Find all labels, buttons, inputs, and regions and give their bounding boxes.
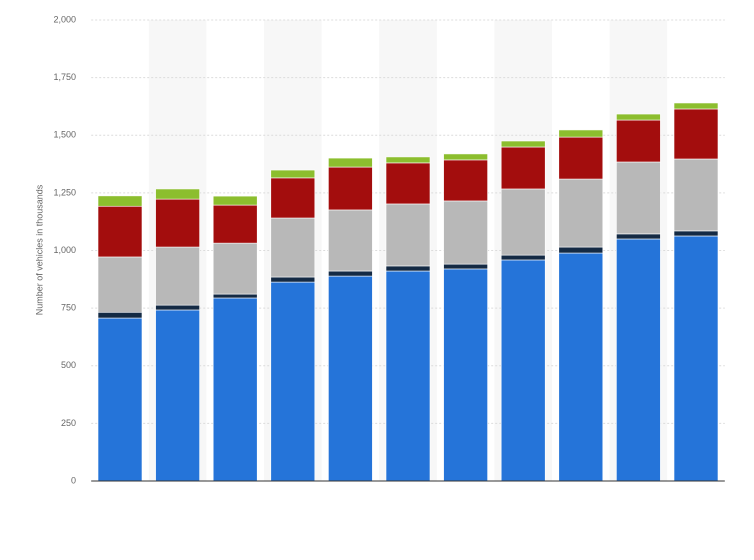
- bar-segment: [270, 177, 316, 219]
- bar-segment: [673, 158, 719, 232]
- bar-segment: [558, 178, 604, 248]
- bar-segment: [328, 157, 373, 168]
- bar-segment: [443, 153, 488, 161]
- y-axis-label: Number of vehicles in thousands: [34, 184, 44, 315]
- bar-segment: [443, 200, 488, 265]
- y-tick-label: 500: [61, 360, 76, 370]
- y-tick-label: 1,000: [53, 245, 76, 255]
- bar-segment: [616, 161, 661, 235]
- bar-segment: [97, 195, 143, 207]
- bar-segment: [328, 166, 373, 211]
- bar-segment: [558, 246, 604, 254]
- bar-segment: [97, 317, 143, 482]
- y-tick-label: 2,000: [53, 14, 76, 24]
- bar-segment: [385, 156, 431, 164]
- bar-segment: [328, 275, 373, 482]
- bar-segment: [155, 309, 200, 482]
- bar-segment: [270, 169, 316, 179]
- bar-segment: [673, 230, 719, 237]
- bar-segment: [558, 129, 604, 138]
- bar-segment: [500, 188, 546, 256]
- bar-segment: [673, 102, 719, 110]
- bar-segment: [443, 159, 488, 202]
- bar-segment: [155, 198, 200, 248]
- bar-segment: [270, 217, 316, 278]
- bar-segment: [97, 205, 143, 258]
- y-tick-label: 1,250: [53, 187, 76, 197]
- bar-segment: [270, 281, 316, 482]
- bar-segment: [443, 268, 488, 482]
- y-tick-label: 750: [61, 303, 76, 313]
- bar-segment: [385, 203, 431, 267]
- bar-segment: [155, 304, 200, 311]
- bar-segment: [616, 238, 661, 482]
- bar-segment: [328, 270, 373, 277]
- y-tick-label: 1,750: [53, 72, 76, 82]
- bar-segment: [500, 140, 546, 148]
- bar-segment: [97, 311, 143, 319]
- bar-segment: [212, 195, 258, 206]
- bar-segment: [385, 265, 431, 272]
- bar-segment: [385, 270, 431, 482]
- bar-segment: [270, 276, 316, 283]
- bar-segment: [500, 254, 546, 261]
- y-tick-label: 0: [71, 475, 76, 485]
- bar-segment: [212, 297, 258, 482]
- bar-segment: [155, 246, 200, 306]
- bar-segment: [212, 293, 258, 299]
- bar-segment: [673, 108, 719, 160]
- y-tick-label: 250: [61, 418, 76, 428]
- bar-segment: [500, 146, 546, 190]
- bar-segment: [558, 136, 604, 180]
- bar-segment: [500, 259, 546, 482]
- bar-segment: [616, 113, 661, 121]
- bar-segment: [328, 209, 373, 272]
- bar-segment: [212, 242, 258, 295]
- bar-segment: [155, 188, 200, 200]
- bar-segment: [673, 235, 719, 482]
- bar-segment: [385, 162, 431, 205]
- bar-segment: [558, 252, 604, 482]
- bar-segment: [212, 204, 258, 244]
- bar-segment: [97, 256, 143, 313]
- y-tick-label: 1,500: [53, 130, 76, 140]
- bar-segment: [616, 119, 661, 163]
- bar-segment: [616, 233, 661, 240]
- bar-segment: [443, 263, 488, 270]
